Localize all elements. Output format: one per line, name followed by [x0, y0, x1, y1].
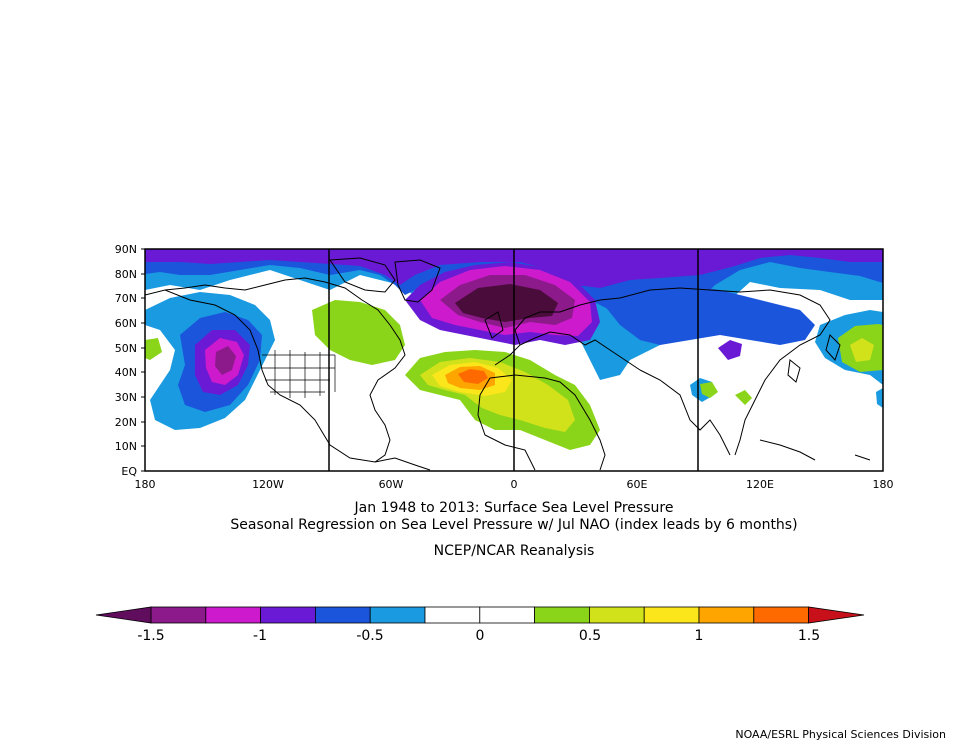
colorbar-arrow-left — [95, 606, 152, 624]
contour-lightblue-eastedge — [876, 388, 883, 408]
colorbar-swatch — [643, 606, 700, 624]
map-frame — [144, 248, 884, 472]
colorbar-label: 1 — [695, 628, 704, 644]
lat-axis: 90N 80N 70N 60N 50N 40N 30N 20N 10N EQ — [115, 243, 138, 478]
lon-tick-label: 0 — [511, 478, 518, 491]
lat-tick-label: 60N — [115, 317, 137, 330]
lon-tick-label: 180 — [135, 478, 156, 491]
colorbar-label: -0.5 — [356, 628, 383, 644]
colorbar-swatch — [589, 606, 645, 624]
contour-green-canada — [312, 300, 405, 365]
title-line-1: Jan 1948 to 2013: Surface Sea Level Pres… — [354, 500, 674, 516]
colorbar-label: -1.5 — [137, 628, 164, 644]
lat-tick-label: 10N — [115, 440, 137, 453]
lat-tick-label: 80N — [115, 268, 137, 281]
colorbar-label: 1.5 — [798, 628, 820, 644]
colorbar-label: -1 — [253, 628, 267, 644]
contour-darkorange-azores — [458, 369, 488, 384]
colorbar-swatch — [424, 606, 481, 624]
colorbar-label: 0 — [476, 628, 485, 644]
contour-green-japan — [735, 390, 752, 405]
colorbar-swatch — [479, 606, 535, 624]
lat-tick-label: 20N — [115, 416, 137, 429]
colorbar-swatch — [369, 606, 426, 624]
map-panel: 90N 80N 70N 60N 50N 40N 30N 20N 10N EQ 1… — [115, 243, 894, 491]
contour-darkplum-europe — [455, 284, 558, 322]
colorbar-swatch — [534, 606, 590, 624]
colorbar-labels: -1.5 -1 -0.5 0 0.5 1 1.5 — [137, 628, 820, 644]
colorbar-swatch — [260, 606, 316, 624]
lon-tick-label: 60W — [379, 478, 404, 491]
lon-axis: 180 120W 60W 0 60E 120E 180 — [135, 478, 894, 491]
colorbar-swatch — [698, 606, 755, 624]
contour-yellowgreen-npac-east — [850, 338, 874, 362]
title-line-3: NCEP/NCAR Reanalysis — [434, 543, 595, 559]
credit-text: NOAA/ESRL Physical Sciences Division — [735, 728, 946, 741]
lat-tick-label: 40N — [115, 366, 137, 379]
colorbar-label: 0.5 — [579, 628, 601, 644]
lon-tick-label: 120W — [252, 478, 284, 491]
lat-tick-label: 90N — [115, 243, 137, 256]
contour-violet-asia — [718, 340, 742, 360]
lat-tick-label: 30N — [115, 391, 137, 404]
lat-tick-label: EQ — [121, 465, 137, 478]
contour-green-westpac — [145, 338, 162, 360]
lon-tick-label: 180 — [873, 478, 894, 491]
contour-green-china — [700, 382, 718, 398]
coastlines — [145, 257, 871, 471]
title-line-2: Seasonal Regression on Sea Level Pressur… — [230, 517, 797, 533]
colorbar-swatch — [150, 606, 207, 624]
contour-plum-pacific — [215, 346, 236, 375]
lat-tick-marks — [141, 248, 145, 472]
colorbar — [95, 606, 865, 624]
colorbar-swatch — [205, 606, 262, 624]
lat-tick-label: 70N — [115, 292, 137, 305]
colorbar-swatch — [753, 606, 809, 624]
lon-tick-label: 120E — [746, 478, 774, 491]
lon-tick-label: 60E — [627, 478, 648, 491]
colorbar-arrow-right — [808, 606, 865, 624]
contour-blue-eurasia — [600, 285, 815, 345]
us-state-lines — [262, 350, 336, 398]
colorbar-swatch — [314, 606, 371, 624]
lat-tick-label: 50N — [115, 342, 137, 355]
